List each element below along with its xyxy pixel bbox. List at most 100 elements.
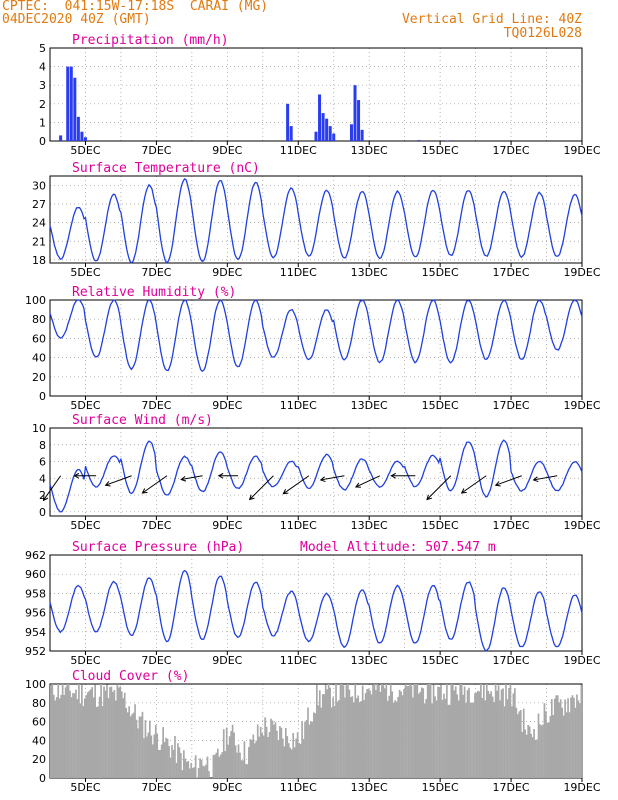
panel-frame <box>49 554 583 652</box>
cloud-bar <box>413 684 416 778</box>
cloud-bar <box>481 697 484 778</box>
y-tick-label: 6 <box>39 456 46 469</box>
wind-vector <box>105 475 132 486</box>
cloud-bar <box>75 689 77 778</box>
cloud-bar <box>292 733 295 778</box>
cloud-bar <box>149 720 151 778</box>
cloud-bar <box>446 684 448 778</box>
cloud-bar <box>561 707 563 778</box>
cloud-bar <box>58 698 61 778</box>
cloud-bar <box>540 725 543 778</box>
precip-bar <box>59 135 63 141</box>
precip-bar <box>318 94 322 141</box>
y-tick-label: 956 <box>25 607 46 620</box>
cloud-bar <box>54 700 57 778</box>
cloud-bar <box>460 684 463 778</box>
cloud-bar <box>542 724 544 778</box>
cloud-bar <box>482 685 485 778</box>
cloud-bar <box>126 712 129 778</box>
cloud-bar <box>364 693 367 778</box>
y-tick-label: 80 <box>32 313 46 326</box>
x-tick-label: 7DEC <box>141 781 171 794</box>
cloud-bar <box>543 703 546 778</box>
cloud-bar <box>112 691 114 778</box>
header-date: 04DEC2020 40Z (GMT) <box>2 12 151 27</box>
precip-bar <box>73 77 77 141</box>
cloud-bar <box>570 697 572 778</box>
cloud-bar <box>565 712 568 778</box>
precip-bar <box>445 140 449 141</box>
panel-title: Surface Wind (m/s) <box>72 413 213 428</box>
cloud-bar <box>450 684 453 778</box>
cloud-bar <box>107 698 110 778</box>
cloud-bar <box>428 684 430 778</box>
cloud-bar <box>423 703 426 778</box>
cloud-bar <box>546 722 549 778</box>
cloud-bar <box>233 732 235 778</box>
cloud-bar <box>85 695 88 778</box>
y-tick-label: 4 <box>39 472 46 485</box>
cloud-bar <box>216 748 219 778</box>
cloud-bar <box>438 687 441 778</box>
cloud-bar <box>525 734 528 778</box>
cloud-bar <box>342 685 345 778</box>
cloud-bar <box>73 693 76 778</box>
cloud-bar <box>333 706 336 778</box>
cloud-bar <box>245 763 247 778</box>
y-tick-label: 20 <box>32 371 46 384</box>
cloud-bar <box>465 703 467 778</box>
cloud-bar <box>100 684 102 778</box>
cloud-bar <box>277 740 280 778</box>
cloud-bar <box>515 707 518 778</box>
cloud-bar <box>172 749 175 778</box>
cloud-bar <box>401 695 404 778</box>
cloud-bar <box>317 705 320 778</box>
cloud-bar <box>321 694 324 778</box>
y-tick-label: 0 <box>39 135 46 148</box>
cloud-bar <box>215 752 218 778</box>
cloud-bar <box>160 744 163 778</box>
cloud-bar <box>487 690 490 778</box>
cloud-bar <box>392 702 395 778</box>
cloud-bar <box>355 698 358 778</box>
cloud-bar <box>496 690 498 778</box>
cloud-bar <box>146 736 148 778</box>
x-tick-label: 7DEC <box>141 266 171 279</box>
cloud-bar <box>168 745 170 778</box>
cloud-bar <box>250 739 253 778</box>
cloud-bar <box>545 711 547 778</box>
cloud-bar <box>88 690 91 778</box>
x-tick-label: 5DEC <box>70 519 100 532</box>
y-tick-label: 80 <box>32 697 46 710</box>
cloud-bar <box>323 694 326 778</box>
cloud-bar <box>425 698 428 778</box>
cloud-bar <box>506 699 509 778</box>
cloud-bar <box>564 699 566 778</box>
cloud-bar <box>153 734 156 778</box>
cloud-bar <box>86 692 89 778</box>
cloud-bar <box>500 689 503 778</box>
cloud-bar <box>363 700 365 778</box>
y-tick-label: 20 <box>32 753 46 766</box>
precip-bar <box>69 66 73 141</box>
cloud-bar <box>299 743 302 778</box>
precip-bar <box>66 66 70 141</box>
y-tick-label: 100 <box>25 678 46 691</box>
wind-vector <box>43 475 62 501</box>
x-tick-label: 17DEC <box>493 266 530 279</box>
cloud-bar <box>246 764 249 778</box>
cloud-bar <box>477 690 479 778</box>
wind-vector <box>249 475 274 500</box>
cloud-bar <box>128 706 130 778</box>
cloud-bar <box>279 726 281 778</box>
cloud-bar <box>522 708 525 778</box>
cloud-bar <box>499 700 501 778</box>
cloud-bar <box>573 697 575 778</box>
cloud-bar <box>502 688 504 778</box>
cloud-bar <box>336 701 339 778</box>
x-tick-label: 9DEC <box>212 519 242 532</box>
header-model-id: TQ0126L028 <box>503 26 582 41</box>
cloud-bar <box>242 760 244 778</box>
cloud-bar <box>432 684 435 778</box>
